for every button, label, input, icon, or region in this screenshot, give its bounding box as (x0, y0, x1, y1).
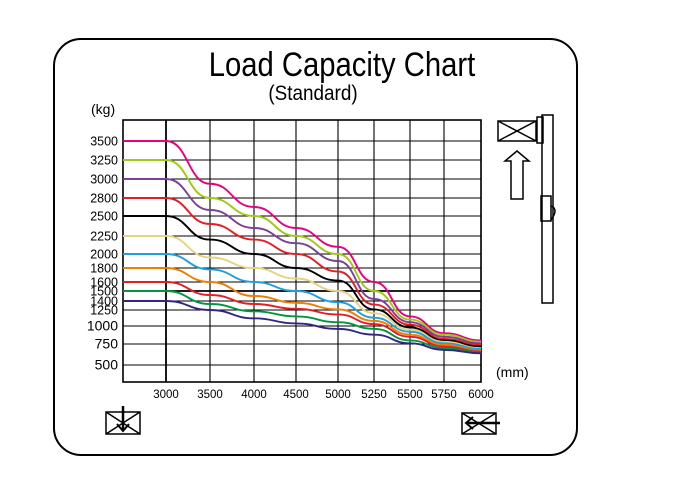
y-tick-label: 2000 (90, 248, 118, 262)
forklift-mast-icon (497, 114, 556, 304)
x-tick-label: 3000 (153, 389, 179, 401)
y-tick-label: 500 (95, 357, 119, 373)
x-tick-label: 4500 (283, 389, 309, 401)
y-tick-label: 1800 (90, 262, 118, 276)
series-line-6 (123, 235, 482, 350)
series-line-4 (123, 197, 482, 346)
x-tick-label: 5500 (397, 389, 423, 401)
y-tick-label: 2800 (90, 192, 118, 206)
load-left-icon (461, 412, 500, 435)
x-axis-unit-label: (mm) (496, 364, 529, 380)
chart-title: Load Capacity Chart (208, 46, 476, 84)
series-line-1 (123, 140, 482, 342)
series-line-2 (123, 159, 482, 343)
y-tick-label: 1000 (87, 318, 118, 334)
x-axis-ticks: 3000 3500 4000 4500 5000 5250 5500 5750 6000 (153, 389, 494, 401)
y-tick-label: 1600 (90, 276, 118, 290)
chart-series (123, 140, 482, 355)
series-line-3 (123, 178, 482, 345)
y-tick-label: 3500 (90, 135, 118, 149)
y-tick-label: 750 (95, 336, 119, 352)
series-line-7 (123, 253, 482, 350)
y-tick-label: 1400 (90, 295, 118, 309)
y-tick-label: 3250 (90, 154, 118, 168)
series-line-5 (123, 215, 482, 348)
series-line-10 (123, 290, 482, 354)
chart-subtitle: (Standard) (268, 82, 358, 105)
series-line-8 (123, 267, 482, 352)
y-tick-label: 1500 (90, 285, 118, 299)
chart-frame (53, 38, 578, 456)
x-tick-label: 3500 (197, 389, 223, 401)
x-tick-label: 4000 (241, 389, 267, 401)
x-tick-label: 5250 (361, 389, 387, 401)
y-axis-unit-label: (kg) (91, 101, 116, 117)
y-tick-label: 2250 (90, 230, 118, 244)
series-line-11 (123, 300, 482, 355)
load-down-icon (105, 406, 141, 435)
y-tick-label: 2500 (90, 210, 118, 224)
series-line-9 (123, 281, 482, 353)
x-tick-label: 5750 (431, 389, 457, 401)
y-tick-label: 1250 (90, 304, 118, 318)
y-tick-label: 3000 (90, 173, 118, 187)
x-tick-label: 6000 (468, 389, 494, 401)
x-tick-label: 5000 (325, 389, 351, 401)
